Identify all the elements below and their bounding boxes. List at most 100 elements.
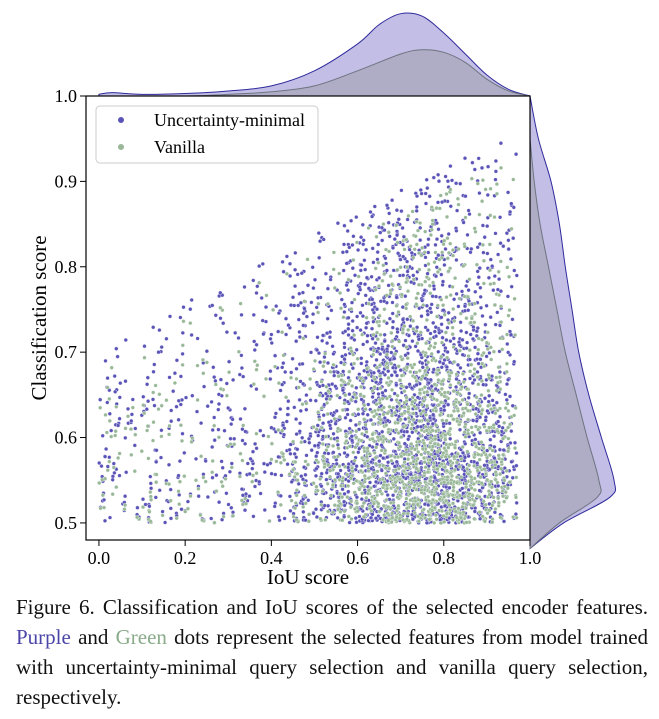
scatter-point-uncertainty-minimal <box>394 459 399 464</box>
scatter-point-uncertainty-minimal <box>389 397 394 402</box>
scatter-point-vanilla <box>444 468 449 473</box>
scatter-point-uncertainty-minimal <box>326 451 331 456</box>
scatter-point-vanilla <box>414 328 419 334</box>
scatter-point-uncertainty-minimal <box>474 418 479 424</box>
scatter-point-vanilla <box>399 357 405 362</box>
scatter-point-vanilla <box>400 327 406 332</box>
scatter-point-uncertainty-minimal <box>369 466 374 471</box>
scatter-point-uncertainty-minimal <box>343 329 348 334</box>
scatter-point-uncertainty-minimal <box>292 451 297 456</box>
scatter-point-vanilla <box>410 209 415 214</box>
scatter-point-vanilla <box>362 473 367 478</box>
scatter-point-uncertainty-minimal <box>314 347 320 353</box>
x-tick-label: 0.4 <box>260 548 283 568</box>
scatter-point-uncertainty-minimal <box>486 275 491 280</box>
scatter-point-uncertainty-minimal <box>255 284 260 289</box>
scatter-point-uncertainty-minimal <box>180 330 185 335</box>
scatter-point-uncertainty-minimal <box>460 486 465 491</box>
scatter-point-vanilla <box>347 444 352 449</box>
scatter-point-vanilla <box>312 358 318 363</box>
scatter-point-vanilla <box>476 398 482 404</box>
scatter-point-vanilla <box>405 365 410 370</box>
scatter-point-uncertainty-minimal <box>178 402 183 407</box>
scatter-point-vanilla <box>432 260 437 265</box>
scatter-point-uncertainty-minimal <box>103 358 108 363</box>
scatter-point-uncertainty-minimal <box>415 395 420 400</box>
scatter-point-uncertainty-minimal <box>467 376 473 381</box>
scatter-point-uncertainty-minimal <box>376 242 381 247</box>
scatter-point-vanilla <box>349 397 354 402</box>
scatter-point-vanilla <box>322 461 327 467</box>
scatter-point-uncertainty-minimal <box>433 386 438 392</box>
scatter-point-uncertainty-minimal <box>342 450 347 456</box>
scatter-point-vanilla <box>398 444 403 449</box>
scatter-point-vanilla <box>390 511 395 516</box>
scatter-point-uncertainty-minimal <box>371 370 376 375</box>
scatter-point-vanilla <box>255 363 260 368</box>
scatter-point-uncertainty-minimal <box>216 392 221 397</box>
scatter-point-uncertainty-minimal <box>364 325 369 330</box>
scatter-point-vanilla <box>411 506 416 511</box>
scatter-point-uncertainty-minimal <box>458 365 463 370</box>
scatter-point-vanilla <box>486 388 491 393</box>
scatter-point-vanilla <box>428 343 433 348</box>
scatter-point-uncertainty-minimal <box>384 203 390 208</box>
scatter-point-uncertainty-minimal <box>380 347 385 352</box>
scatter-point-uncertainty-minimal <box>487 393 492 398</box>
scatter-point-vanilla <box>423 480 428 485</box>
scatter-point-vanilla <box>188 494 193 499</box>
scatter-point-uncertainty-minimal <box>274 304 279 309</box>
scatter-point-uncertainty-minimal <box>252 347 257 353</box>
scatter-point-vanilla <box>304 401 309 406</box>
scatter-point-uncertainty-minimal <box>510 317 515 322</box>
scatter-point-vanilla <box>337 464 342 469</box>
scatter-point-uncertainty-minimal <box>498 241 503 246</box>
scatter-point-vanilla <box>414 296 419 301</box>
scatter-point-uncertainty-minimal <box>493 231 498 236</box>
scatter-point-uncertainty-minimal <box>254 342 259 347</box>
scatter-point-vanilla <box>221 514 226 519</box>
scatter-point-uncertainty-minimal <box>425 186 430 191</box>
scatter-point-uncertainty-minimal <box>214 473 219 478</box>
scatter-point-uncertainty-minimal <box>448 436 453 441</box>
scatter-point-vanilla <box>323 434 329 439</box>
scatter-point-vanilla <box>351 352 356 357</box>
scatter-point-vanilla <box>481 350 486 356</box>
scatter-point-uncertainty-minimal <box>446 310 451 315</box>
scatter-point-uncertainty-minimal <box>280 365 285 370</box>
scatter-point-vanilla <box>100 477 105 482</box>
scatter-point-uncertainty-minimal <box>301 509 306 514</box>
scatter-point-uncertainty-minimal <box>498 215 503 220</box>
scatter-point-vanilla <box>216 435 221 440</box>
scatter-point-vanilla <box>420 245 425 250</box>
scatter-point-vanilla <box>401 511 406 516</box>
scatter-point-vanilla <box>476 427 481 432</box>
scatter-point-vanilla <box>377 313 382 318</box>
scatter-point-uncertainty-minimal <box>182 450 187 455</box>
scatter-point-vanilla <box>98 405 103 410</box>
scatter-point-vanilla <box>160 513 165 518</box>
scatter-point-vanilla <box>426 261 431 267</box>
scatter-point-vanilla <box>482 519 487 524</box>
scatter-point-uncertainty-minimal <box>218 290 223 295</box>
scatter-point-uncertainty-minimal <box>259 295 264 301</box>
scatter-point-vanilla <box>497 292 502 298</box>
scatter-point-uncertainty-minimal <box>504 231 509 236</box>
scatter-point-vanilla <box>404 496 409 501</box>
scatter-point-uncertainty-minimal <box>321 421 326 426</box>
scatter-point-vanilla <box>339 378 344 383</box>
scatter-point-vanilla <box>438 520 443 525</box>
scatter-point-vanilla <box>477 403 483 408</box>
scatter-point-vanilla <box>456 202 461 207</box>
scatter-point-vanilla <box>358 468 363 473</box>
scatter-point-vanilla <box>466 431 471 436</box>
scatter-point-vanilla <box>434 481 439 486</box>
scatter-point-vanilla <box>263 376 269 381</box>
scatter-point-vanilla <box>450 325 455 330</box>
scatter-point-uncertainty-minimal <box>476 361 481 366</box>
scatter-point-uncertainty-minimal <box>219 459 224 464</box>
scatter-point-uncertainty-minimal <box>476 275 481 280</box>
scatter-point-uncertainty-minimal <box>506 247 511 252</box>
scatter-point-vanilla <box>354 478 359 483</box>
scatter-point-vanilla <box>180 362 185 367</box>
